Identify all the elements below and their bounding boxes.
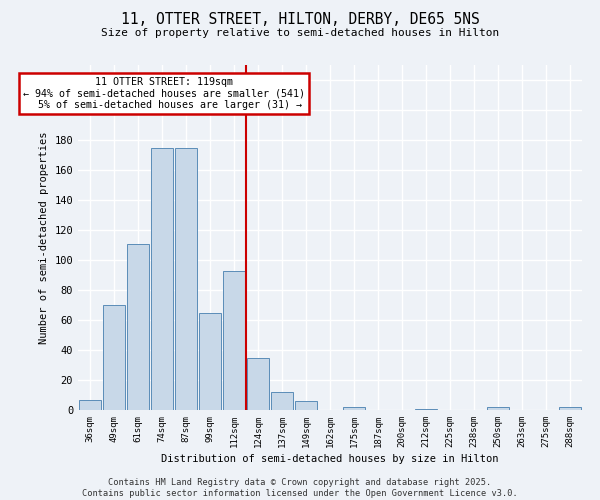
Bar	[271, 392, 293, 410]
X-axis label: Distribution of semi-detached houses by size in Hilton: Distribution of semi-detached houses by …	[161, 454, 499, 464]
Bar	[103, 305, 125, 410]
Text: 11 OTTER STREET: 119sqm
← 94% of semi-detached houses are smaller (541)
  5% of : 11 OTTER STREET: 119sqm ← 94% of semi-de…	[23, 77, 305, 110]
Bar	[343, 407, 365, 410]
Bar	[415, 408, 437, 410]
Bar	[295, 401, 317, 410]
Bar	[199, 312, 221, 410]
Text: Contains HM Land Registry data © Crown copyright and database right 2025.
Contai: Contains HM Land Registry data © Crown c…	[82, 478, 518, 498]
Bar	[223, 270, 245, 410]
Text: Size of property relative to semi-detached houses in Hilton: Size of property relative to semi-detach…	[101, 28, 499, 38]
Y-axis label: Number of semi-detached properties: Number of semi-detached properties	[39, 131, 49, 344]
Bar	[175, 148, 197, 410]
Bar	[151, 148, 173, 410]
Bar	[247, 358, 269, 410]
Bar	[127, 244, 149, 410]
Bar	[487, 407, 509, 410]
Bar	[559, 407, 581, 410]
Text: 11, OTTER STREET, HILTON, DERBY, DE65 5NS: 11, OTTER STREET, HILTON, DERBY, DE65 5N…	[121, 12, 479, 28]
Bar	[79, 400, 101, 410]
